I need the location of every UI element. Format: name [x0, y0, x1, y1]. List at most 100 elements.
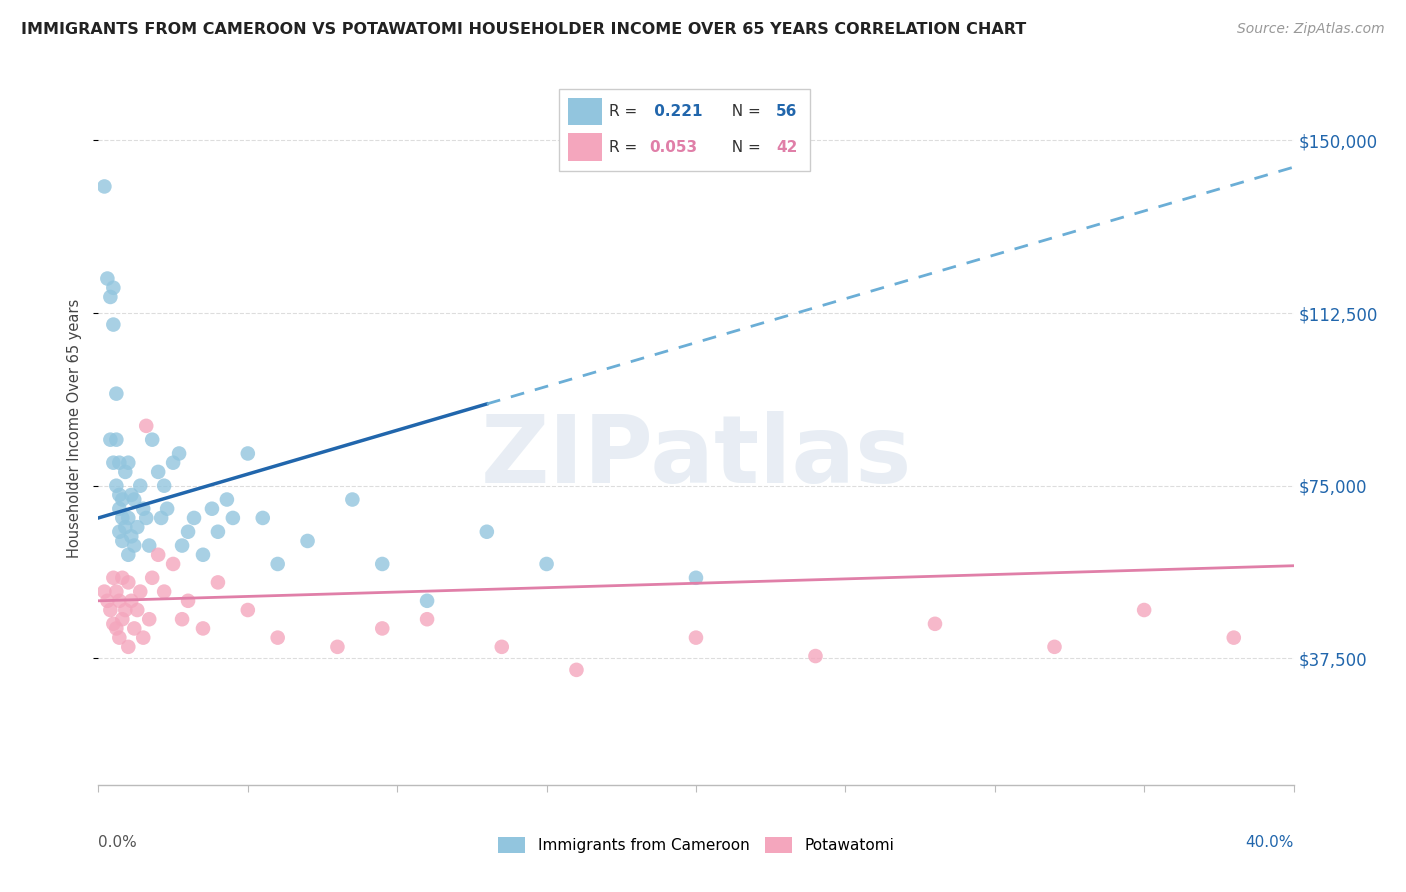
Point [108, 501, 131, 516]
Point [326, 640, 349, 654]
Point [172, 539, 194, 553]
Legend: Immigrants from Cameroon, Potawatomi: Immigrants from Cameroon, Potawatomi [492, 831, 900, 859]
Point [135, 418, 157, 433]
Point [371, 622, 394, 636]
Point [105, 479, 128, 493]
Point [297, 533, 319, 548]
Point [108, 488, 131, 502]
Point [685, 631, 707, 645]
Text: 40.0%: 40.0% [1246, 835, 1294, 850]
Point [120, 488, 142, 502]
Point [201, 501, 224, 516]
Point [103, 281, 125, 295]
Point [111, 511, 134, 525]
Point [124, 622, 146, 636]
Point [105, 622, 128, 636]
Point [371, 557, 394, 571]
Point [93, 179, 115, 194]
Point [105, 386, 128, 401]
Point [117, 640, 139, 654]
Point [215, 492, 238, 507]
Text: IMMIGRANTS FROM CAMEROON VS POTAWATOMI HOUSEHOLDER INCOME OVER 65 YEARS CORRELAT: IMMIGRANTS FROM CAMEROON VS POTAWATOMI H… [21, 22, 1026, 37]
Point [111, 533, 134, 548]
Text: ZIPatlas: ZIPatlas [481, 410, 911, 503]
Point [804, 648, 827, 663]
Point [536, 557, 558, 571]
Text: N =: N = [723, 139, 766, 154]
Point [207, 524, 229, 539]
Point [685, 571, 707, 585]
Point [103, 616, 125, 631]
Point [105, 433, 128, 447]
FancyBboxPatch shape [568, 98, 602, 125]
Point [98, 433, 122, 447]
Point [191, 548, 214, 562]
Point [475, 524, 498, 539]
Point [183, 511, 205, 525]
Text: N =: N = [723, 103, 766, 119]
Point [108, 631, 131, 645]
Point [267, 631, 290, 645]
Point [124, 492, 146, 507]
Point [108, 524, 131, 539]
Point [267, 557, 290, 571]
Point [117, 456, 139, 470]
Point [156, 501, 179, 516]
Point [111, 571, 134, 585]
Point [117, 548, 139, 562]
Point [129, 584, 152, 599]
Point [416, 594, 439, 608]
Text: Source: ZipAtlas.com: Source: ZipAtlas.com [1237, 22, 1385, 37]
Point [105, 584, 128, 599]
Point [150, 511, 173, 525]
Point [103, 571, 125, 585]
Point [207, 575, 229, 590]
Point [141, 433, 163, 447]
Point [127, 520, 149, 534]
Point [191, 622, 214, 636]
Point [924, 616, 946, 631]
Point [222, 511, 245, 525]
Point [148, 465, 170, 479]
Point [98, 603, 122, 617]
Point [103, 456, 125, 470]
Text: R =: R = [609, 103, 643, 119]
Text: 42: 42 [776, 139, 797, 154]
Point [129, 479, 152, 493]
Text: 0.221: 0.221 [650, 103, 703, 119]
Point [120, 529, 142, 543]
Point [491, 640, 513, 654]
Point [114, 520, 136, 534]
Point [162, 557, 184, 571]
Point [177, 524, 200, 539]
Point [141, 571, 163, 585]
Point [138, 539, 160, 553]
Point [565, 663, 588, 677]
Text: R =: R = [609, 139, 643, 154]
Point [117, 575, 139, 590]
Point [132, 501, 155, 516]
Point [1043, 640, 1066, 654]
Point [117, 511, 139, 525]
Point [148, 548, 170, 562]
Point [138, 612, 160, 626]
Point [103, 318, 125, 332]
Point [1223, 631, 1246, 645]
Point [153, 479, 176, 493]
Point [114, 465, 136, 479]
Point [108, 594, 131, 608]
Point [1133, 603, 1156, 617]
Point [135, 511, 157, 525]
Point [162, 456, 184, 470]
Point [252, 511, 274, 525]
Point [132, 631, 155, 645]
Point [120, 594, 142, 608]
Y-axis label: Householder Income Over 65 years: Householder Income Over 65 years [67, 299, 83, 558]
Point [111, 492, 134, 507]
Point [124, 539, 146, 553]
Point [172, 612, 194, 626]
Text: 0.0%: 0.0% [98, 835, 138, 850]
Point [342, 492, 364, 507]
Point [108, 456, 131, 470]
Text: 0.053: 0.053 [650, 139, 697, 154]
